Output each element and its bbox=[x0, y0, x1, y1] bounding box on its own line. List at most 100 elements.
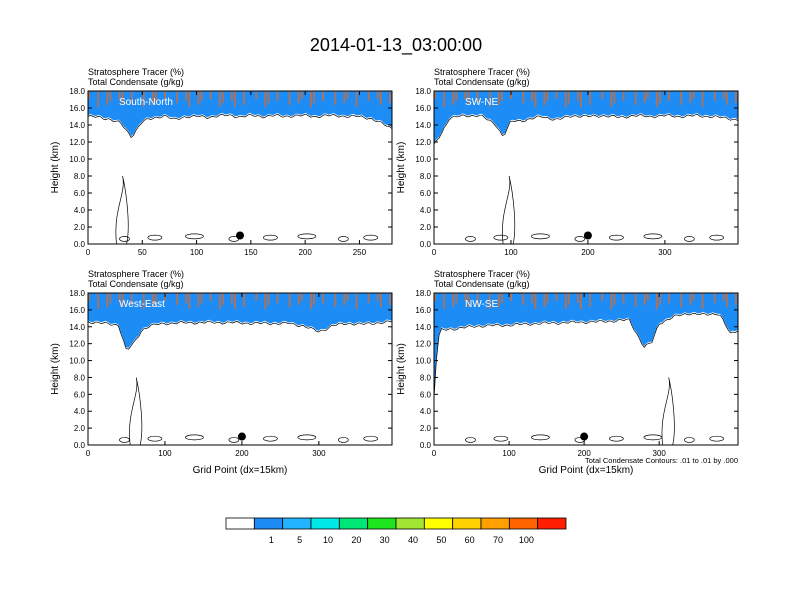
y-tick-label: 6.0 bbox=[420, 189, 432, 198]
colorbar: 1 5 10 20 30 40 50 60 70 100 bbox=[225, 517, 567, 545]
tracer-streak bbox=[297, 91, 300, 103]
convective-contour bbox=[502, 175, 516, 244]
tracer-band-11 bbox=[434, 293, 738, 397]
panels: 0.0 2.0 4.0 6.0 8.0 10.0 12.0 14.0 16.0 18.0 0 50 10… bbox=[50, 67, 739, 476]
tracer-streak bbox=[334, 91, 337, 105]
tracer-streak bbox=[388, 293, 391, 305]
tracer-streak bbox=[689, 293, 692, 305]
colorbar-label: 5 bbox=[297, 535, 302, 545]
cloud-contour bbox=[531, 434, 550, 441]
tracer-streak bbox=[109, 91, 112, 101]
panel-1: 0.0 2.0 4.0 6.0 8.0 10.0 12.0 14.0 16.0 18.0 0 50 10… bbox=[50, 67, 393, 257]
tracer-streak bbox=[121, 293, 124, 307]
y-tick-label: 8.0 bbox=[420, 373, 432, 382]
tracer-field bbox=[434, 293, 738, 398]
tracer-streak bbox=[634, 293, 637, 307]
cloud-contour bbox=[709, 435, 725, 442]
tracer-streak bbox=[379, 293, 382, 307]
x-tick-label: 100 bbox=[504, 248, 518, 257]
x-tick-label: 0 bbox=[86, 449, 91, 458]
panel-title-line-2: Total Condensate (g/kg) bbox=[88, 77, 184, 87]
condensate-contour-upper bbox=[88, 113, 392, 139]
cloud-contour bbox=[363, 435, 379, 442]
tracer-streak bbox=[264, 91, 267, 107]
cloud-contour bbox=[119, 236, 130, 242]
tracer-streak bbox=[668, 91, 671, 101]
y-tick-label: 4.0 bbox=[420, 206, 432, 215]
y-tick-label: 6.0 bbox=[420, 390, 432, 399]
tracer-streak bbox=[692, 91, 695, 99]
y-axis-label: Height (km) bbox=[396, 343, 407, 395]
tracer-streak bbox=[233, 293, 236, 309]
tracer-streak bbox=[476, 91, 479, 103]
tracer-streak bbox=[188, 293, 191, 309]
tracer-streak bbox=[668, 293, 671, 303]
tracer-streak bbox=[546, 91, 549, 101]
tracer-streak bbox=[701, 293, 704, 309]
y-tick-label: 6.0 bbox=[74, 390, 86, 399]
panel-title-line-1: Stratosphere Tracer (%) bbox=[88, 269, 184, 279]
colorbar-swatch bbox=[452, 517, 482, 530]
tracer-streak bbox=[522, 91, 525, 103]
cloud-contour bbox=[574, 236, 586, 242]
y-tick-label: 12.0 bbox=[69, 138, 85, 147]
y-tick-label: 8.0 bbox=[74, 172, 86, 181]
y-tick-label: 10.0 bbox=[415, 357, 431, 366]
colorbar-label: 1 bbox=[269, 535, 274, 545]
tracer-streak bbox=[188, 91, 191, 107]
y-tick-label: 12.0 bbox=[415, 340, 431, 349]
tracer-streak bbox=[109, 293, 112, 303]
tracer-streak bbox=[464, 293, 467, 301]
tracer-streak bbox=[218, 91, 221, 107]
y-tick-label: 0.0 bbox=[74, 441, 86, 450]
tracer-streak bbox=[322, 91, 325, 101]
tracer-streak bbox=[646, 293, 649, 301]
contour-note: Total Condensate Contours: .01 to .01 by… bbox=[585, 456, 738, 465]
tracer-streak bbox=[233, 91, 236, 107]
location-marker bbox=[236, 231, 244, 240]
cloud-contour bbox=[185, 434, 204, 441]
plot-frame bbox=[87, 292, 393, 446]
tracer-streak bbox=[264, 293, 267, 309]
tracer-streak bbox=[531, 91, 534, 101]
tracer-streak bbox=[476, 293, 479, 305]
tracer-streak bbox=[692, 293, 695, 301]
x-tick-label: 200 bbox=[235, 449, 249, 458]
colorbar-label: 70 bbox=[493, 535, 503, 545]
y-tick-label: 2.0 bbox=[74, 424, 86, 433]
panel-title-line-1: Stratosphere Tracer (%) bbox=[434, 67, 530, 77]
x-axis-label: Grid Point (dx=15km) bbox=[193, 465, 288, 476]
tracer-streak bbox=[243, 91, 246, 105]
y-axis-label: Height (km) bbox=[50, 343, 61, 395]
tracer-streak bbox=[355, 293, 358, 309]
x-tick-label: 300 bbox=[312, 449, 326, 458]
tracer-streak bbox=[267, 91, 270, 103]
cloud-contour bbox=[363, 234, 379, 241]
tracer-streak bbox=[555, 91, 558, 99]
x-tick-label: 300 bbox=[653, 449, 667, 458]
y-tick-label: 18.0 bbox=[415, 289, 431, 298]
y-tick-label: 10.0 bbox=[415, 155, 431, 164]
y-tick-label: 14.0 bbox=[415, 323, 431, 332]
y-tick-label: 14.0 bbox=[69, 121, 85, 130]
tracer-streak bbox=[312, 293, 315, 305]
tracer-streak bbox=[510, 293, 512, 301]
x-tick-label: 200 bbox=[577, 449, 591, 458]
tracer-streak bbox=[467, 91, 470, 105]
cloud-contour bbox=[531, 233, 550, 240]
panel-label: South-North bbox=[119, 97, 173, 108]
y-tick-label: 16.0 bbox=[415, 104, 431, 113]
tracer-streak bbox=[689, 91, 692, 103]
location-marker bbox=[237, 432, 246, 441]
y-tick-label: 4.0 bbox=[420, 407, 432, 416]
y-tick-label: 0.0 bbox=[74, 240, 86, 249]
y-tick-label: 14.0 bbox=[415, 121, 431, 130]
tracer-streak bbox=[288, 91, 291, 105]
tracer-field bbox=[88, 293, 392, 350]
condensate-contours bbox=[465, 175, 725, 244]
tracer-streak bbox=[197, 293, 200, 307]
tracer-streak bbox=[589, 293, 592, 307]
tracer-streak bbox=[622, 293, 625, 303]
cloud-contour bbox=[185, 233, 204, 240]
tracer-streak bbox=[230, 91, 233, 101]
